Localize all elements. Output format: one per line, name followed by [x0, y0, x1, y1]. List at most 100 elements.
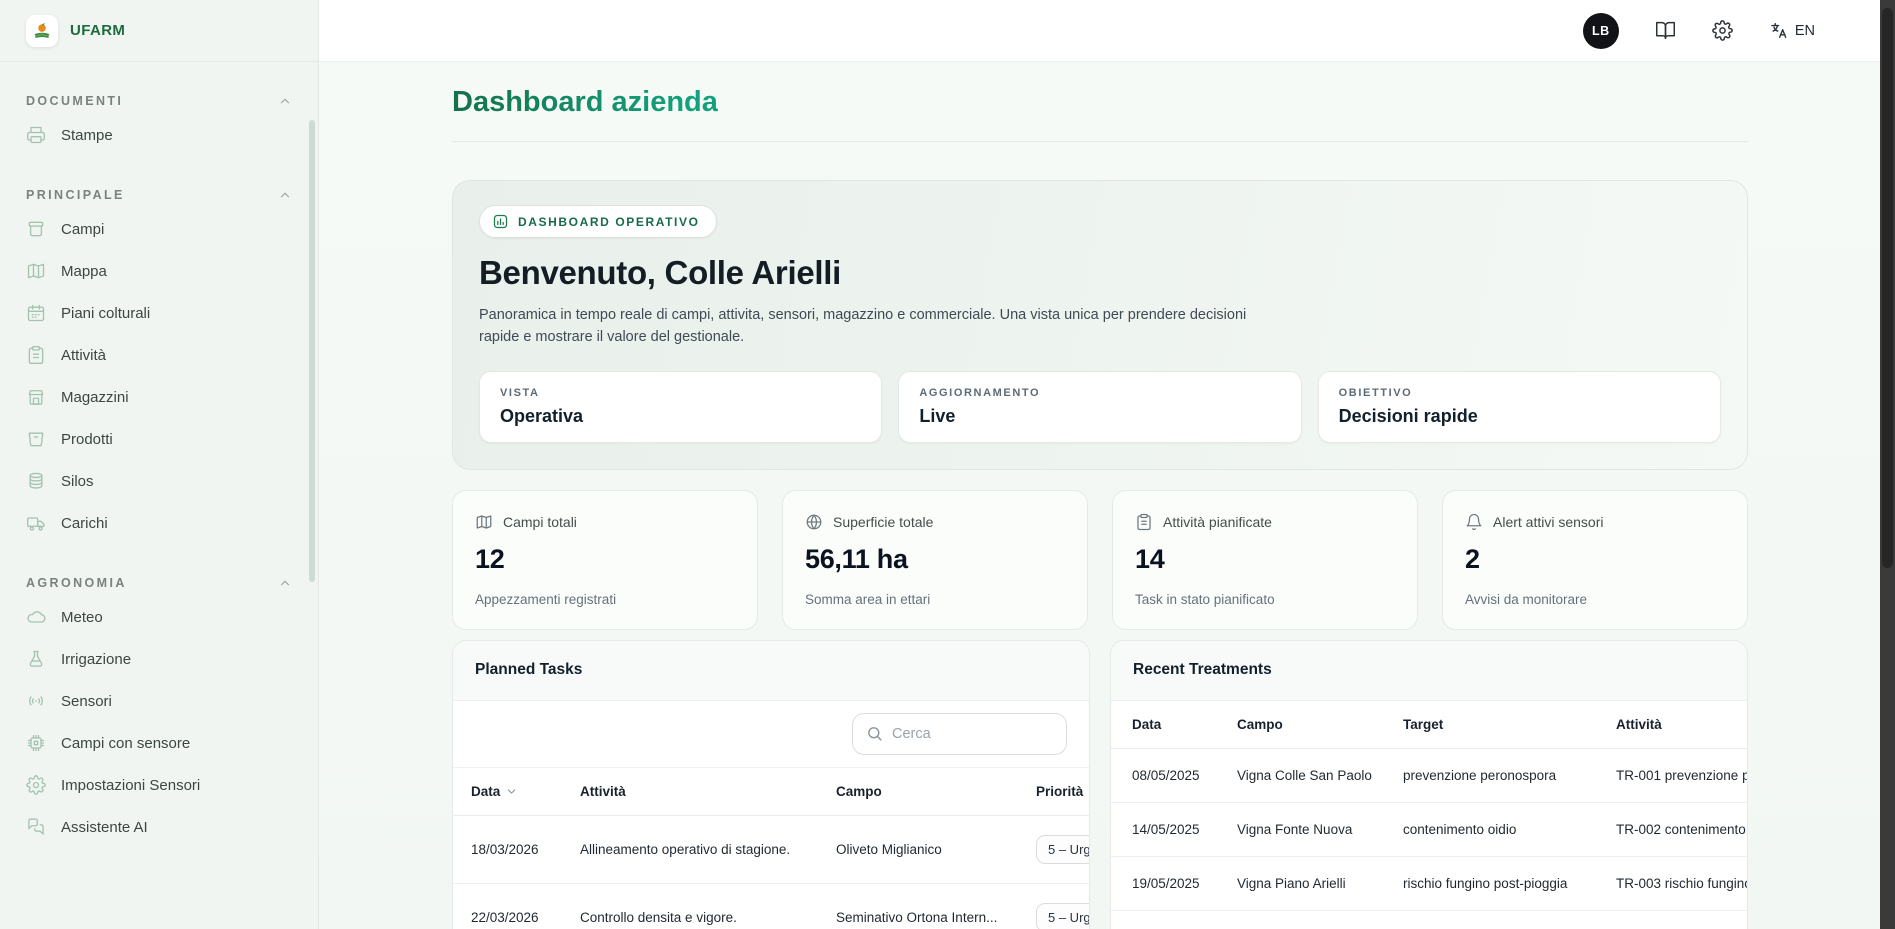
truck-icon	[26, 513, 46, 533]
table-row[interactable]: 18/03/2026 Allineamento operativo di sta…	[453, 815, 1089, 884]
sidebar-item-impostazioni-sensori[interactable]: Impostazioni Sensori	[0, 764, 318, 806]
planned-tasks-panel: Planned Tasks Data Attività Campo Priori…	[452, 639, 1090, 929]
cloud-icon	[26, 607, 46, 627]
map-icon	[26, 261, 46, 281]
table-row[interactable]: 14/05/2025 Vigna Fonte Nuova conteniment…	[1111, 802, 1747, 857]
sidebar-item-carichi[interactable]: Carichi	[0, 502, 318, 544]
sidebar-section-header-documenti[interactable]: DOCUMENTI	[0, 88, 318, 114]
sidebar-section-header-agronomia[interactable]: AGRONOMIA	[0, 570, 318, 596]
clipboard-icon	[1135, 513, 1153, 531]
sidebar-item-stampe[interactable]: Stampe	[0, 114, 318, 156]
hero-card: DASHBOARD OPERATIVO Benvenuto, Colle Ari…	[452, 180, 1748, 470]
sidebar-item-campi-con-sensore[interactable]: Campi con sensore	[0, 722, 318, 764]
sidebar-item-campi[interactable]: Campi	[0, 208, 318, 250]
stat-superficie-totale: Superficie totale 56,11 ha Somma area in…	[782, 489, 1088, 630]
sort-chevron-down-icon	[507, 789, 516, 794]
page-scrollbar-thumb[interactable]	[1882, 8, 1893, 568]
search-icon	[866, 725, 883, 742]
chat-bubbles-icon	[26, 817, 46, 837]
column-header-data[interactable]: Data	[453, 767, 580, 816]
signal-waves-icon	[26, 691, 46, 711]
sidebar-item-silos[interactable]: Silos	[0, 460, 318, 502]
hero-card-obiettivo: OBIETTIVO Decisioni rapide	[1317, 370, 1721, 443]
clipboard-icon	[26, 345, 46, 365]
calendar-icon	[26, 303, 46, 323]
language-label: EN	[1794, 22, 1815, 39]
store-icon	[26, 387, 46, 407]
welcome-title: Benvenuto, Colle Arielli	[479, 254, 841, 291]
column-header-campo[interactable]: Campo	[836, 767, 1036, 816]
stat-value: 14	[1135, 543, 1165, 574]
sidebar-item-prodotti[interactable]: Prodotti	[0, 418, 318, 460]
stat-value: 12	[475, 543, 505, 574]
sidebar-item-meteo[interactable]: Meteo	[0, 596, 318, 638]
column-header-campo[interactable]: Campo	[1237, 700, 1403, 749]
column-header-priorita[interactable]: Priorità	[1036, 767, 1089, 816]
brand[interactable]: UFARM	[0, 0, 318, 62]
field-box-icon	[26, 219, 46, 239]
planned-tasks-header: Planned Tasks	[453, 640, 1089, 701]
hero-card-vista: VISTA Operativa	[479, 370, 883, 443]
language-switcher[interactable]: EN	[1769, 21, 1815, 41]
bar-chart-icon	[492, 213, 509, 230]
chevron-up-icon	[280, 98, 290, 104]
translate-icon	[1771, 22, 1787, 38]
sidebar-item-attivita[interactable]: Attività	[0, 334, 318, 376]
column-header-target[interactable]: Target	[1403, 700, 1616, 749]
user-avatar[interactable]: LB	[1582, 12, 1619, 49]
search-box[interactable]	[852, 712, 1067, 755]
stat-value: 56,11 ha	[805, 543, 908, 574]
search-input[interactable]	[892, 725, 1042, 742]
bell-icon	[1465, 513, 1483, 531]
globe-icon	[805, 513, 823, 531]
stat-value: 2	[1465, 543, 1480, 574]
stat-campi-totali: Campi totali 12 Appezzamenti registrati	[452, 489, 758, 630]
flask-icon	[26, 649, 46, 669]
book-open-icon[interactable]	[1655, 20, 1676, 41]
recent-treatments-panel: Recent Treatments Data Campo Target Atti…	[1110, 639, 1748, 929]
table-row[interactable]: 08/05/2025 Vigna Colle San Paolo prevenz…	[1111, 748, 1747, 803]
sidebar-section-agronomia: AGRONOMIA Meteo Irrigazione Sensori Camp…	[0, 570, 318, 848]
table-row[interactable]: 23/05/2025 Vigna Costa Crecchio protocol…	[1111, 910, 1747, 929]
table-row[interactable]: 19/05/2025 Vigna Piano Arielli rischio f…	[1111, 856, 1747, 911]
chip-icon	[26, 733, 46, 753]
recent-treatments-header: Recent Treatments	[1111, 640, 1747, 701]
sidebar-item-mappa[interactable]: Mappa	[0, 250, 318, 292]
stat-attivita-pianificate: Attività pianificate 14 Task in stato pi…	[1112, 489, 1418, 630]
column-header-attivita[interactable]: Attività	[1616, 700, 1747, 749]
brand-name: UFARM	[70, 22, 126, 39]
sidebar-section-header-principale[interactable]: PRINCIPALE	[0, 182, 318, 208]
sidebar-item-irrigazione[interactable]: Irrigazione	[0, 638, 318, 680]
sidebar-scrollbar[interactable]	[309, 120, 315, 582]
sidebar-item-piani-colturali[interactable]: Piani colturali	[0, 292, 318, 334]
planned-tasks-toolbar	[453, 700, 1089, 768]
table-row[interactable]: 22/03/2026 Controllo densita e vigore. S…	[453, 883, 1089, 929]
chevron-up-icon	[280, 192, 290, 198]
sidebar-section-documenti: DOCUMENTI Stampe	[0, 88, 318, 156]
sidebar-section-principale: PRINCIPALE Campi Mappa Piani colturali A…	[0, 182, 318, 544]
printer-icon	[26, 125, 46, 145]
stats-row: Campi totali 12 Appezzamenti registrati …	[452, 489, 1748, 630]
welcome-description: Panoramica in tempo reale di campi, atti…	[479, 307, 1247, 346]
map-icon	[475, 513, 493, 531]
sidebar-item-magazzini[interactable]: Magazzini	[0, 376, 318, 418]
hero-badge-label: DASHBOARD OPERATIVO	[518, 214, 700, 229]
settings-gear-icon[interactable]	[1712, 20, 1733, 41]
hero-badge: DASHBOARD OPERATIVO	[479, 205, 717, 238]
main-content: Dashboard azienda DASHBOARD OPERATIVO Be…	[319, 62, 1895, 929]
column-header-attivita[interactable]: Attività	[580, 767, 836, 816]
bucket-icon	[26, 429, 46, 449]
page-scrollbar[interactable]	[1880, 0, 1895, 929]
sidebar-item-sensori[interactable]: Sensori	[0, 680, 318, 722]
priority-badge: 5 – Urgente	[1036, 834, 1089, 864]
stat-alert-sensori: Alert attivi sensori 2 Avvisi da monitor…	[1442, 489, 1748, 630]
ufarm-logo-icon	[26, 14, 58, 47]
priority-badge: 5 – Urgente	[1036, 902, 1089, 929]
sidebar-item-assistente-ai[interactable]: Assistente AI	[0, 806, 318, 848]
chevron-up-icon	[280, 580, 290, 586]
topbar: LB EN	[319, 0, 1895, 62]
column-header-data[interactable]: Data	[1111, 700, 1237, 749]
hero-card-aggiornamento: AGGIORNAMENTO Live	[898, 370, 1302, 443]
gear-icon	[26, 775, 46, 795]
page-title-section: Dashboard azienda	[452, 86, 1748, 142]
